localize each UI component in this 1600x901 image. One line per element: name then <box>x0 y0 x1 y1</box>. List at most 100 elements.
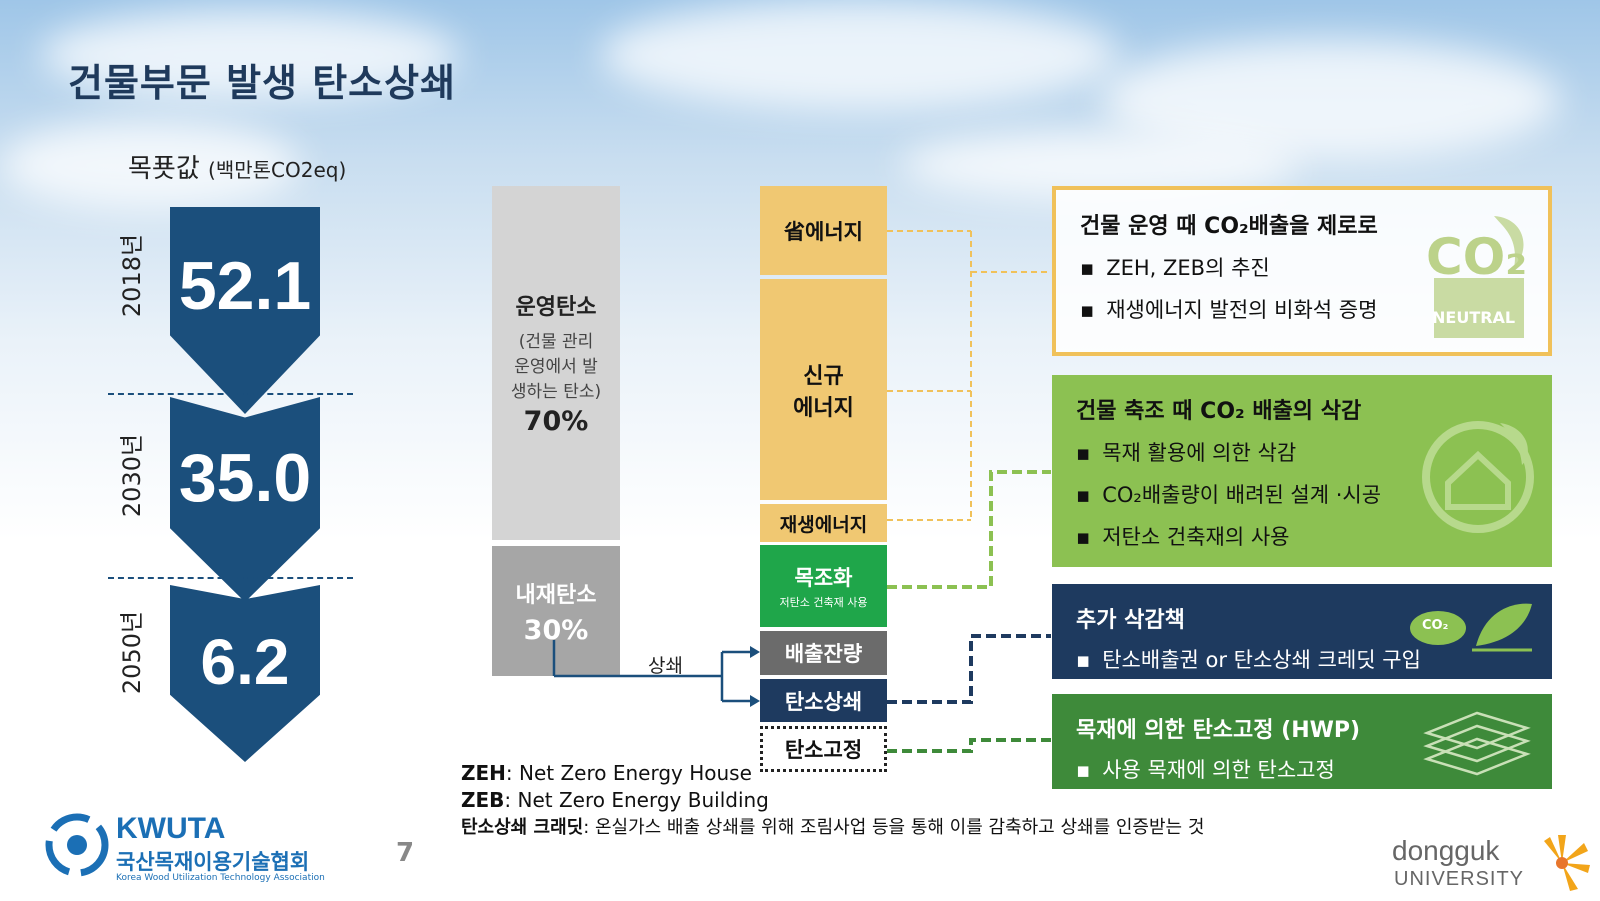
segment-wood-sub: 저탄소 건축재 사용 <box>779 596 868 609</box>
box-wood-carbon-fixation: 목재에 의한 탄소고정 (HWP) 사용 목재에 의한 탄소고정 <box>1052 694 1552 789</box>
leaf-icon <box>1500 423 1528 465</box>
embodied-carbon-block: 내재탄소 30% <box>492 546 620 676</box>
notes: ZEH: Net Zero Energy House ZEB: Net Zero… <box>461 760 1204 841</box>
segment-energy-saving: 省에너지 <box>760 186 887 275</box>
embodied-title: 내재탄소 <box>515 582 597 608</box>
note-term: ZEH <box>461 761 506 785</box>
kwuta-name: 국산목재이용기술협회 <box>116 850 310 874</box>
cloud <box>600 0 1120 110</box>
arrow-head-icon <box>750 695 760 707</box>
note-zeb: ZEB: Net Zero Energy Building <box>461 787 1204 814</box>
year-2018: 2018년 <box>118 233 147 318</box>
petal <box>1562 843 1588 863</box>
segment-fixation-label: 탄소고정 <box>784 738 863 762</box>
kwuta-emblem-icon <box>45 813 109 877</box>
operational-desc-1: (건물 관리 <box>518 332 594 352</box>
plank <box>1423 711 1531 750</box>
segment-energy-saving-label: 省에너지 <box>784 219 863 244</box>
segment-new-energy-label-2: 에너지 <box>793 395 854 421</box>
plank <box>1423 724 1531 763</box>
note-text: : Net Zero Energy Building <box>504 788 769 812</box>
kwuta-english-name: Korea Wood Utilization Technology Associ… <box>116 873 325 883</box>
segment-residual: 배출잔량 <box>760 631 887 675</box>
box-operation-zero: 건물 운영 때 CO₂배출을 제로로 ZEH, ZEB의 추진 재생에너지 발전… <box>1052 186 1552 356</box>
connector-line <box>887 738 1051 753</box>
segment-offset: 탄소상쇄 <box>760 679 887 722</box>
petal <box>1558 835 1566 863</box>
lumber-stack-icon <box>1423 711 1531 776</box>
box-construction-reduction-title: 건물 축조 때 CO₂ 배출의 삭감 <box>1076 399 1362 424</box>
co2-neutral-graphic <box>1434 216 1524 338</box>
box-additional-measures-title: 추가 삭감책 <box>1076 608 1185 633</box>
house-icon <box>1445 450 1511 510</box>
petal <box>1544 837 1562 863</box>
box-operation-zero-title: 건물 운영 때 CO₂배출을 제로로 <box>1080 214 1378 239</box>
embodied-pct: 30% <box>523 614 589 646</box>
value-2018: 52.1 <box>178 248 312 324</box>
box-construction-reduction-item: CO₂배출량이 배려된 설계 ·시공 <box>1076 479 1528 509</box>
offset-label: 상쇄 <box>648 655 683 677</box>
box-additional-measures: 추가 삭감책 탄소배출권 or 탄소상쇄 크레딧 구입 CO₂ <box>1052 584 1552 679</box>
note-term: ZEB <box>461 788 505 812</box>
dongguk-logo: dongguk UNIVERSITY <box>1392 835 1597 895</box>
cloud <box>40 10 460 100</box>
connector-line <box>887 470 1051 589</box>
operational-desc-3: 생하는 탄소) <box>510 382 602 402</box>
year-2030: 2030년 <box>118 433 147 518</box>
box-operation-zero-item: ZEH, ZEB의 추진 <box>1080 252 1524 282</box>
segment-offset-label: 탄소상쇄 <box>784 689 863 714</box>
leaf-icon <box>1476 603 1532 646</box>
target-label: 목푯값 (백만톤CO2eq) <box>128 148 346 185</box>
co2-small-text: CO₂ <box>1422 618 1449 633</box>
year-2050: 2050년 <box>118 610 147 695</box>
target-label-text: 목푯값 <box>128 154 200 184</box>
kwuta-abbr: KWUTA <box>116 812 226 845</box>
petal <box>1562 863 1578 891</box>
segment-wood-label: 목조화 <box>794 566 853 590</box>
note-term: 탄소상쇄 크래딧 <box>461 817 584 838</box>
note-zeh: ZEH: Net Zero Energy House <box>461 760 1204 787</box>
box-construction-reduction-item: 목재 활용에 의한 삭감 <box>1076 437 1528 467</box>
petal <box>1562 863 1590 873</box>
operational-title: 운영탄소 <box>515 295 597 320</box>
offset-connector <box>552 640 760 707</box>
value-2030: 35.0 <box>178 440 312 516</box>
co2-neutral-icon: CO₂ NEUTRAL <box>1424 208 1534 338</box>
dongguk-wordmark: dongguk <box>1392 835 1500 866</box>
value-2050: 6.2 <box>200 626 290 698</box>
eco-ring <box>1422 421 1534 533</box>
neutral-icon-text: NEUTRAL <box>1432 308 1516 327</box>
operational-pct: 70% <box>523 406 589 437</box>
university-wordmark: UNIVERSITY <box>1394 868 1525 890</box>
segment-new-energy-label-1: 신규 <box>803 363 844 389</box>
segment-renewable-label: 재생에너지 <box>779 513 868 536</box>
emblem-ring <box>45 813 109 877</box>
emblem-core <box>67 835 87 855</box>
cloud-icon <box>1410 611 1466 645</box>
box-wood-carbon-fixation-title: 목재에 의한 탄소고정 (HWP) <box>1076 718 1361 743</box>
box-wood-carbon-fixation-item: 사용 목재에 의한 탄소고정 <box>1076 754 1528 784</box>
note-text: : Net Zero Energy House <box>505 761 752 785</box>
leaf-icon <box>1494 216 1524 268</box>
box-construction-reduction: 건물 축조 때 CO₂ 배출의 삭감 목재 활용에 의한 삭감 CO₂배출량이 … <box>1052 375 1552 567</box>
page-number: 7 <box>396 838 415 868</box>
box-connectors <box>887 230 1051 753</box>
eco-house-icon <box>1422 421 1534 533</box>
box-construction-reduction-item: 저탄소 건축재의 사용 <box>1076 521 1528 551</box>
co2-cloud-leaf-icon: CO₂ <box>1406 598 1536 658</box>
segment-residual-label: 배출잔량 <box>784 642 863 666</box>
box-operation-zero-item: 재생에너지 발전의 비화석 증명 <box>1080 294 1524 324</box>
lotus-center <box>1556 857 1568 869</box>
note-credit: 탄소상쇄 크래딧: 온실가스 배출 상쇄를 위해 조림사업 등을 통해 이를 감… <box>461 814 1204 841</box>
arrow-head-icon <box>750 646 760 658</box>
segment-wood: 목조화 저탄소 건축재 사용 <box>760 545 887 627</box>
co2-cloud-leaf-graphic <box>1410 603 1532 652</box>
lotus-flame-icon <box>1544 835 1590 891</box>
cloud <box>0 120 300 210</box>
divider-line <box>108 393 353 395</box>
connector-line <box>887 634 1051 704</box>
operational-desc-2: 운영에서 발 <box>514 357 598 377</box>
co2-icon-text: CO₂ <box>1426 228 1528 286</box>
divider-line <box>108 577 353 579</box>
box-additional-measures-item: 탄소배출권 or 탄소상쇄 크레딧 구입 <box>1076 644 1528 674</box>
